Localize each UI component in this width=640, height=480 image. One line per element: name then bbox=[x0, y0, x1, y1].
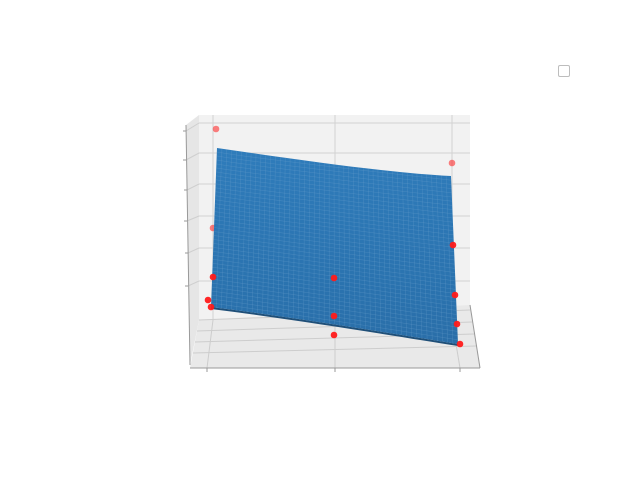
surface-mesh-line bbox=[226, 150, 232, 310]
legend-box bbox=[558, 65, 570, 77]
surface-mesh-line bbox=[246, 152, 252, 312]
surface-mesh-line bbox=[401, 170, 407, 336]
surface-mesh-line bbox=[445, 175, 454, 344]
surface-mesh-line bbox=[272, 156, 276, 316]
surface-mesh-line bbox=[236, 151, 242, 311]
surface-mesh-line bbox=[215, 191, 453, 223]
surface-mesh-line bbox=[215, 148, 223, 308]
surface-mesh-line bbox=[308, 160, 310, 321]
surface-mesh-line bbox=[213, 239, 456, 273]
surface-mesh-line bbox=[216, 171, 453, 202]
surface-mesh-line bbox=[214, 211, 454, 244]
surface-mesh-line bbox=[216, 155, 452, 185]
surface-mesh-line bbox=[215, 199, 454, 231]
scatter-series-front bbox=[204, 241, 464, 348]
surface-mesh-line bbox=[313, 160, 315, 322]
surface-mesh-line bbox=[416, 172, 423, 339]
surface-mesh-line bbox=[215, 195, 454, 227]
surface-mesh-line bbox=[211, 286, 458, 324]
surface-mesh-line bbox=[257, 154, 262, 314]
surface-mesh-line bbox=[216, 151, 452, 181]
surface-mesh-line bbox=[215, 187, 453, 219]
surface-mesh-line bbox=[216, 163, 452, 194]
surface-mesh-line bbox=[353, 165, 356, 329]
surface-mesh-line bbox=[262, 154, 267, 315]
surface-mesh-line bbox=[241, 152, 247, 312]
surface-mesh-line bbox=[282, 157, 286, 318]
surface-mesh-line bbox=[213, 231, 455, 265]
surface-mesh-line bbox=[367, 166, 371, 331]
surface-mesh-line bbox=[392, 169, 397, 335]
surface-mesh-line bbox=[212, 278, 457, 315]
surface-mesh-line bbox=[343, 164, 346, 327]
scatter-point bbox=[207, 303, 215, 311]
scatter-point bbox=[448, 159, 456, 167]
surface-mesh-line bbox=[338, 163, 340, 326]
scatter-point bbox=[330, 331, 338, 339]
surface-mesh-line bbox=[213, 251, 456, 286]
surface-mesh-line bbox=[215, 179, 453, 210]
surface-mesh-line bbox=[411, 171, 418, 338]
side-pane bbox=[183, 115, 200, 366]
surface-mesh-line bbox=[277, 156, 281, 317]
surface-mesh-line bbox=[372, 167, 376, 332]
scatter-point bbox=[209, 273, 217, 281]
surface-mesh-line bbox=[387, 169, 392, 334]
surface-mesh-line bbox=[215, 175, 453, 206]
surface-mesh-line bbox=[213, 227, 455, 261]
surface-mesh-line bbox=[440, 174, 449, 343]
surface-face bbox=[211, 148, 458, 344]
surface-mesh-line bbox=[220, 149, 228, 309]
scatter-point bbox=[330, 312, 338, 320]
surface-mesh-line bbox=[214, 223, 455, 257]
surface-bottom-edge bbox=[211, 307, 458, 346]
surface-mesh-line bbox=[406, 171, 412, 337]
surface-mesh-line bbox=[293, 158, 296, 319]
surface-mesh-line bbox=[212, 267, 457, 303]
surface-mesh-line bbox=[382, 168, 387, 333]
surface-mesh-line bbox=[211, 302, 458, 341]
surface-mesh-line bbox=[216, 159, 452, 189]
surface-mesh-line bbox=[211, 290, 458, 328]
surface-mesh-line bbox=[231, 150, 237, 310]
surface-mesh-line bbox=[358, 165, 361, 329]
surface-mesh-line bbox=[211, 294, 458, 332]
scatter-point bbox=[204, 296, 212, 304]
fitted-surface bbox=[211, 148, 458, 346]
surface-mesh-line bbox=[436, 174, 443, 342]
surface-mesh-line bbox=[426, 173, 433, 340]
surface-mesh-line bbox=[362, 166, 366, 330]
surface-mesh-line bbox=[333, 163, 335, 325]
surface-mesh-line bbox=[421, 172, 428, 340]
surface-mesh-line bbox=[214, 215, 455, 248]
scatter-point bbox=[456, 340, 464, 348]
surface-mesh-line bbox=[214, 203, 454, 236]
surface-mesh-line bbox=[211, 282, 457, 320]
surface-mesh-line bbox=[213, 243, 456, 278]
surface-mesh-line bbox=[212, 270, 457, 307]
surface-mesh-line bbox=[287, 157, 291, 318]
surface-mesh-line bbox=[212, 274, 457, 311]
surface-mesh-line bbox=[251, 153, 257, 313]
scatter-point bbox=[212, 125, 220, 133]
surface-mesh-line bbox=[397, 170, 402, 336]
scatter-point bbox=[449, 241, 457, 249]
surface-mesh-line bbox=[377, 167, 382, 332]
surface-mesh-line bbox=[303, 159, 306, 321]
scatter-point bbox=[330, 274, 338, 282]
surface-mesh-line bbox=[348, 164, 351, 328]
surface-mesh-line bbox=[214, 219, 455, 252]
surface-mesh-line bbox=[212, 255, 456, 290]
surface-mesh-line bbox=[216, 167, 452, 198]
scatter-point bbox=[453, 320, 461, 328]
surface-mesh-line bbox=[298, 158, 301, 320]
scatter-point bbox=[451, 291, 459, 299]
surface-mesh-line bbox=[213, 247, 456, 282]
surface-mesh-line bbox=[267, 155, 271, 315]
surface-mesh-line bbox=[215, 183, 453, 215]
surface-mesh-line bbox=[213, 235, 455, 269]
surface-mesh-line bbox=[214, 207, 454, 240]
surface-mesh-line bbox=[431, 173, 438, 341]
